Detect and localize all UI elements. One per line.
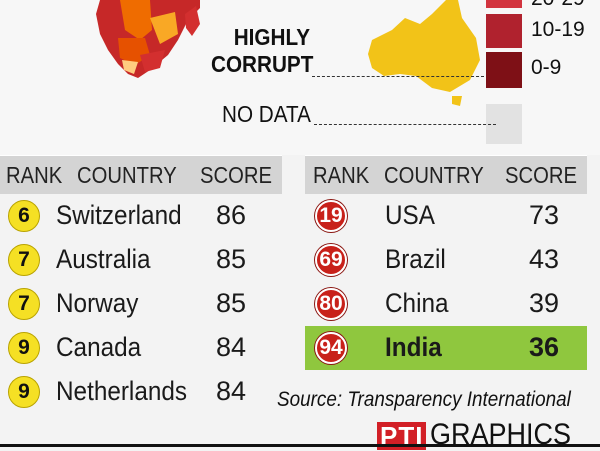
table-row: 6 Switzerland 86 [0,194,282,238]
highly-corrupt-line1: HIGHLY [233,24,310,50]
rank-badge: 69 [315,244,347,276]
legend-label-20-29: 20-29 [531,0,585,11]
source-credit: Source: Transparency International [277,388,571,411]
table-row: 19 USA 73 [305,194,587,238]
legend-label-0-9: 0-9 [531,56,562,79]
country-name: Switzerland [56,200,182,230]
rank-badge: 9 [8,332,40,364]
no-data-leader-line [314,124,496,125]
header-country: COUNTRY [383,161,484,188]
table-row: 9 Canada 84 [0,326,282,370]
highly-corrupt-line2: CORRUPT [211,51,314,77]
legend-swatch-20-29 [486,0,522,8]
score-value: 84 [216,376,247,406]
country-name: Norway [56,288,139,318]
australia-shape [368,0,480,92]
table-row: 7 Australia 85 [0,238,282,282]
table-row: 94 India 36 [305,326,587,370]
country-name: India [385,332,442,362]
table-row: 9 Netherlands 84 [0,370,282,414]
rank-badge: 7 [8,244,40,276]
map-area: 20-29 10-19 0-9 HIGHLY CORRUPT NO DATA [0,0,600,155]
score-value: 39 [529,288,560,318]
no-data-label: NO DATA [222,101,311,127]
highly-corrupt-label: HIGHLY CORRUPT [211,24,314,78]
score-value: 84 [216,332,247,362]
right-ranking-table: RANK COUNTRY SCORE 19 USA 73 69 Brazil 43 80 Ch… [305,155,587,370]
score-value: 36 [529,332,560,362]
header-score: SCORE [505,161,578,188]
table-row: 69 Brazil 43 [305,238,587,282]
table-row: 80 China 39 [305,282,587,326]
score-value: 86 [216,200,247,230]
rank-badge: 80 [315,288,347,320]
highly-corrupt-leader-line [312,76,484,77]
table-row: 7 Norway 85 [0,282,282,326]
header-rank: RANK [6,161,63,188]
country-name: Brazil [385,244,446,274]
rank-badge: 94 [315,332,347,364]
score-value: 43 [529,244,560,274]
legend-swatch-10-19 [486,14,522,48]
left-ranking-table: RANK COUNTRY SCORE 6 Switzerland 86 7 Austra… [0,155,282,414]
rank-badge: 6 [8,200,40,232]
country-name: Canada [56,332,142,362]
rank-badge: 9 [8,376,40,408]
world-map-fragment [96,0,480,106]
tasmania-shape [452,96,462,106]
header-country: COUNTRY [77,161,178,188]
right-table-header: RANK COUNTRY SCORE [305,155,587,194]
score-value: 85 [216,288,247,318]
country-name: Australia [56,244,151,274]
header-score: SCORE [200,161,273,188]
score-value: 85 [216,244,247,274]
country-name: USA [385,200,435,230]
rank-badge: 19 [315,200,347,232]
left-table-header: RANK COUNTRY SCORE [0,155,282,194]
header-rank: RANK [313,161,370,188]
rank-badge: 7 [8,288,40,320]
bottom-rule [0,444,600,447]
legend-label-10-19: 10-19 [531,18,585,41]
country-name: China [385,288,449,318]
country-name: Netherlands [56,376,188,406]
legend-swatch-0-9 [486,52,522,88]
score-value: 73 [529,200,560,230]
africa-shape [96,0,200,78]
